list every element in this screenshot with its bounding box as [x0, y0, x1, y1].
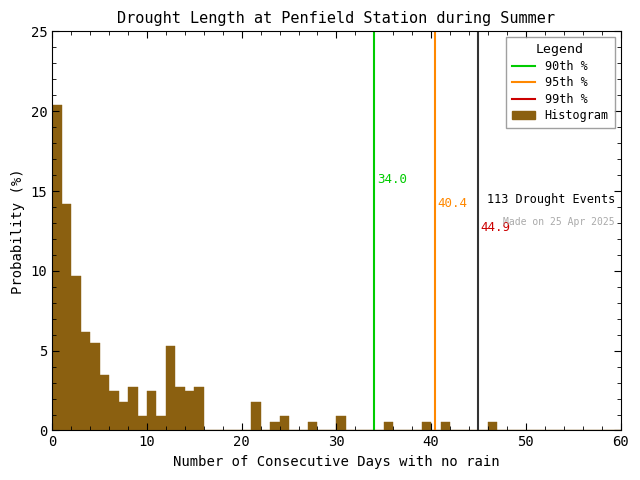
Bar — [195, 387, 204, 431]
Bar — [52, 105, 61, 431]
Bar — [61, 204, 71, 431]
Bar — [109, 391, 118, 431]
Bar — [440, 422, 450, 431]
Bar — [175, 387, 185, 431]
Bar — [128, 387, 138, 431]
Bar — [156, 416, 166, 431]
Title: Drought Length at Penfield Station during Summer: Drought Length at Penfield Station durin… — [117, 11, 556, 26]
Text: 34.0: 34.0 — [377, 173, 407, 186]
Bar — [90, 343, 100, 431]
Text: Made on 25 Apr 2025: Made on 25 Apr 2025 — [503, 217, 615, 227]
Bar — [280, 416, 289, 431]
X-axis label: Number of Consecutive Days with no rain: Number of Consecutive Days with no rain — [173, 455, 500, 469]
Text: 113 Drought Events: 113 Drought Events — [486, 193, 615, 206]
Bar — [422, 422, 431, 431]
Bar — [270, 422, 280, 431]
Bar — [308, 422, 317, 431]
Bar — [384, 422, 393, 431]
Bar — [488, 422, 497, 431]
Bar — [251, 402, 260, 431]
Bar — [185, 391, 195, 431]
Legend: 90th %, 95th %, 99th %, Histogram: 90th %, 95th %, 99th %, Histogram — [506, 37, 614, 128]
Bar — [118, 402, 128, 431]
Bar — [147, 391, 156, 431]
Y-axis label: Probability (%): Probability (%) — [11, 168, 25, 294]
Bar — [138, 416, 147, 431]
Bar — [81, 332, 90, 431]
Bar — [71, 276, 81, 431]
Text: 40.4: 40.4 — [438, 197, 468, 210]
Bar — [100, 374, 109, 431]
Bar — [337, 416, 346, 431]
Text: 44.9: 44.9 — [481, 221, 510, 234]
Bar — [166, 346, 175, 431]
